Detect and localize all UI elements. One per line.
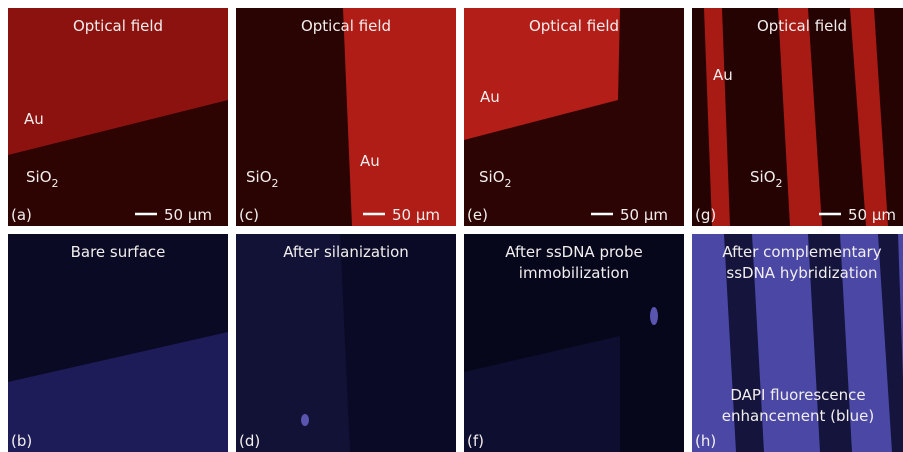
- panel-title: After ssDNA probe: [505, 243, 643, 261]
- material-name: SiO: [750, 168, 776, 186]
- material-name: Au: [480, 88, 500, 106]
- material-name: Au: [360, 152, 380, 170]
- panel-tag: (h): [695, 432, 716, 450]
- scale-bar-label: 50 µm: [620, 206, 668, 224]
- panel-title: After complementary: [722, 243, 881, 261]
- panel-note: DAPI fluorescence: [730, 386, 865, 404]
- scale-bar-label: 50 µm: [392, 206, 440, 224]
- material-label: Au: [360, 152, 380, 170]
- panel-tag: (c): [239, 206, 259, 224]
- material-subscript: 2: [272, 177, 279, 190]
- panel-title: After silanization: [283, 243, 409, 261]
- panel-title: ssDNA hybridization: [726, 264, 877, 282]
- material-subscript: 2: [52, 177, 59, 190]
- scale-bar-label: 50 µm: [164, 206, 212, 224]
- material-label: Au: [713, 66, 733, 84]
- panel-title: Optical field: [301, 17, 391, 35]
- panel-title: immobilization: [519, 264, 629, 282]
- panel-title: Optical field: [757, 17, 847, 35]
- material-name: Au: [713, 66, 733, 84]
- material-subscript: 2: [505, 177, 512, 190]
- material-name: SiO: [26, 168, 52, 186]
- material-subscript: 2: [776, 177, 783, 190]
- panel-tag: (d): [239, 432, 260, 450]
- panel-title: Bare surface: [71, 243, 166, 261]
- scale-bar-label: 50 µm: [848, 206, 896, 224]
- material-name: SiO: [246, 168, 272, 186]
- panel-title: Optical field: [73, 17, 163, 35]
- material-label: Au: [480, 88, 500, 106]
- material-name: Au: [24, 110, 44, 128]
- panel-tag: (b): [11, 432, 32, 450]
- panel-tag: (e): [467, 206, 488, 224]
- material-name: SiO: [479, 168, 505, 186]
- panel-title: Optical field: [529, 17, 619, 35]
- panel-tag: (f): [467, 432, 484, 450]
- panel-tag: (g): [695, 206, 716, 224]
- figure: Optical field(a)AuSiO250 µmBare surface(…: [0, 0, 903, 452]
- material-label: Au: [24, 110, 44, 128]
- panel-tag: (a): [11, 206, 32, 224]
- panel-note: enhancement (blue): [722, 407, 875, 425]
